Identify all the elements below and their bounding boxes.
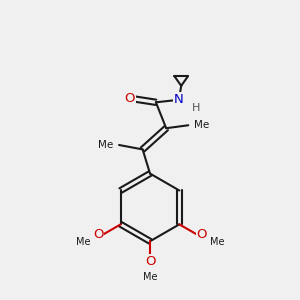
Text: O: O (93, 228, 103, 241)
Text: Me: Me (98, 140, 113, 150)
Text: H: H (192, 103, 200, 113)
Text: Me: Me (194, 120, 209, 130)
Text: O: O (145, 255, 155, 268)
Text: O: O (125, 92, 135, 105)
Text: Me: Me (76, 237, 90, 247)
Text: N: N (174, 93, 184, 106)
Text: Me: Me (143, 272, 157, 282)
Text: O: O (197, 228, 207, 241)
Text: Me: Me (210, 237, 224, 247)
